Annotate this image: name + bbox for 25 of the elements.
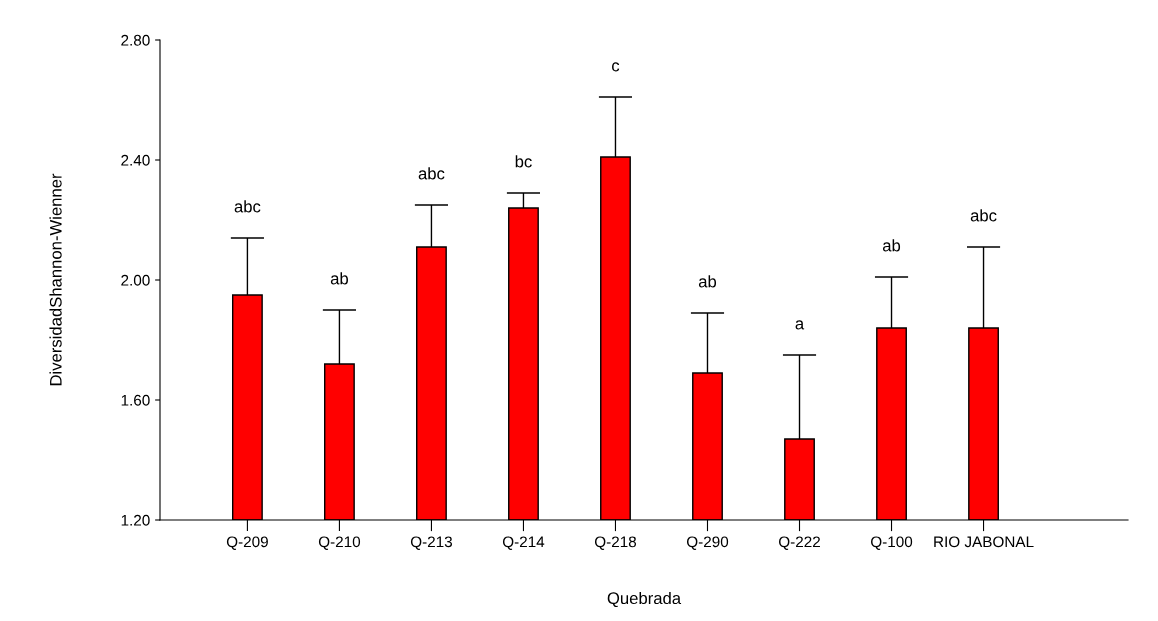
x-tick-label: Q-213: [410, 536, 453, 550]
x-tick-label: Q-100: [871, 536, 913, 550]
x-tick-label: RIO JABONAL: [934, 536, 1034, 548]
annotation: a: [795, 320, 805, 330]
x-tick-label: Q-290: [686, 536, 729, 550]
y-tick-label: 2.00: [121, 274, 150, 286]
annotation: abc: [418, 167, 445, 180]
annotation: c: [612, 62, 620, 72]
annotation: abc: [970, 209, 997, 222]
x-tick-label: Q-222: [779, 536, 820, 550]
y-tick-label: 1.20: [121, 514, 150, 526]
x-tick-label: Q-214: [502, 536, 545, 550]
y-axis-title: DiversidadShannon-Wienner: [49, 173, 62, 386]
y-tick-label: 2.80: [121, 34, 150, 46]
annotation: ab: [882, 239, 901, 252]
x-tick-label: Q-209: [226, 536, 268, 550]
annotation: ab: [330, 272, 348, 285]
y-tick-label: 2.40: [121, 154, 150, 166]
x-tick-label: Q-210: [318, 536, 361, 550]
annotation: ab: [698, 275, 717, 288]
x-tick-label: Q-218: [594, 536, 637, 550]
annotation: abc: [234, 200, 261, 213]
annotation: bc: [515, 155, 532, 168]
x-axis-title: Quebrada: [607, 591, 682, 608]
y-tick-label: 1.60: [121, 394, 150, 406]
